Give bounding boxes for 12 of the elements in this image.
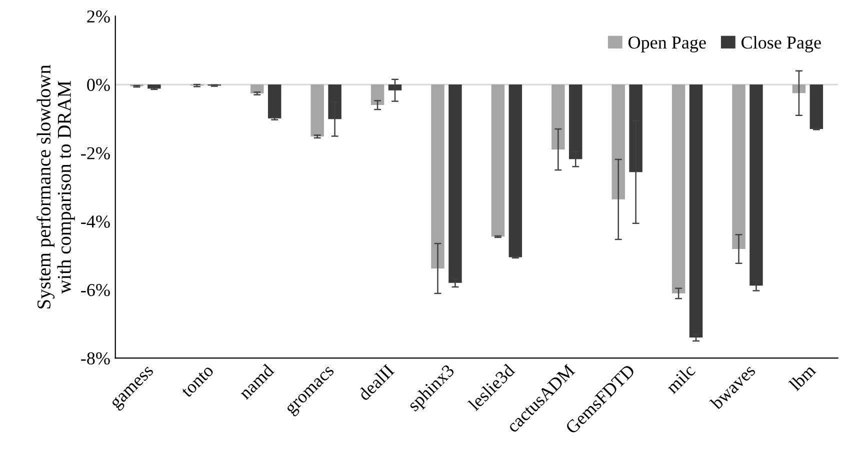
y-tick-label: 2% — [87, 10, 110, 23]
x-tick-label: lbm — [788, 363, 816, 392]
x-tick-label: tonto — [181, 365, 214, 398]
legend-label: Open Page — [628, 36, 706, 52]
legend-label: Close Page — [742, 36, 821, 52]
x-tick-label: milc — [664, 363, 696, 394]
y-axis-title: System performance slowdown with comparison to DRAM — [36, 64, 75, 308]
y-tick-label: 0% — [87, 78, 110, 92]
y-tick-label: -2% — [81, 147, 110, 160]
y-tick-label: -6% — [81, 284, 110, 296]
y-tick-label: -8% — [81, 352, 110, 365]
y-tick-label: -4% — [81, 216, 110, 228]
